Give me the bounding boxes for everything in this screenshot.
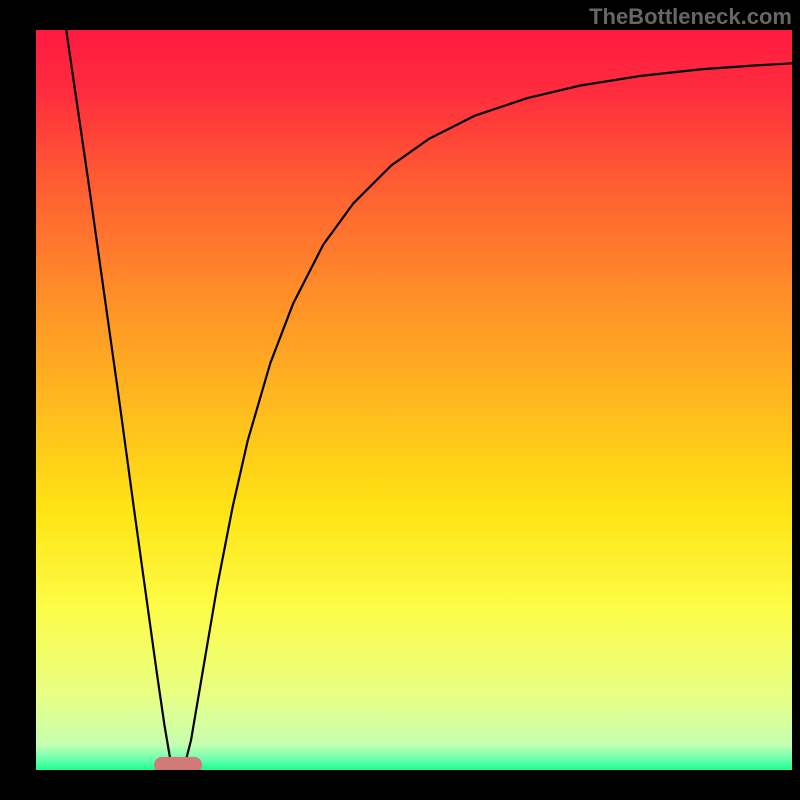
watermark-text: TheBottleneck.com [589, 4, 792, 30]
figure-root: TheBottleneck.com [0, 0, 800, 800]
plot-svg [36, 30, 792, 770]
optimal-marker [154, 757, 202, 770]
plot-area [36, 30, 792, 770]
gradient-background [36, 30, 792, 770]
